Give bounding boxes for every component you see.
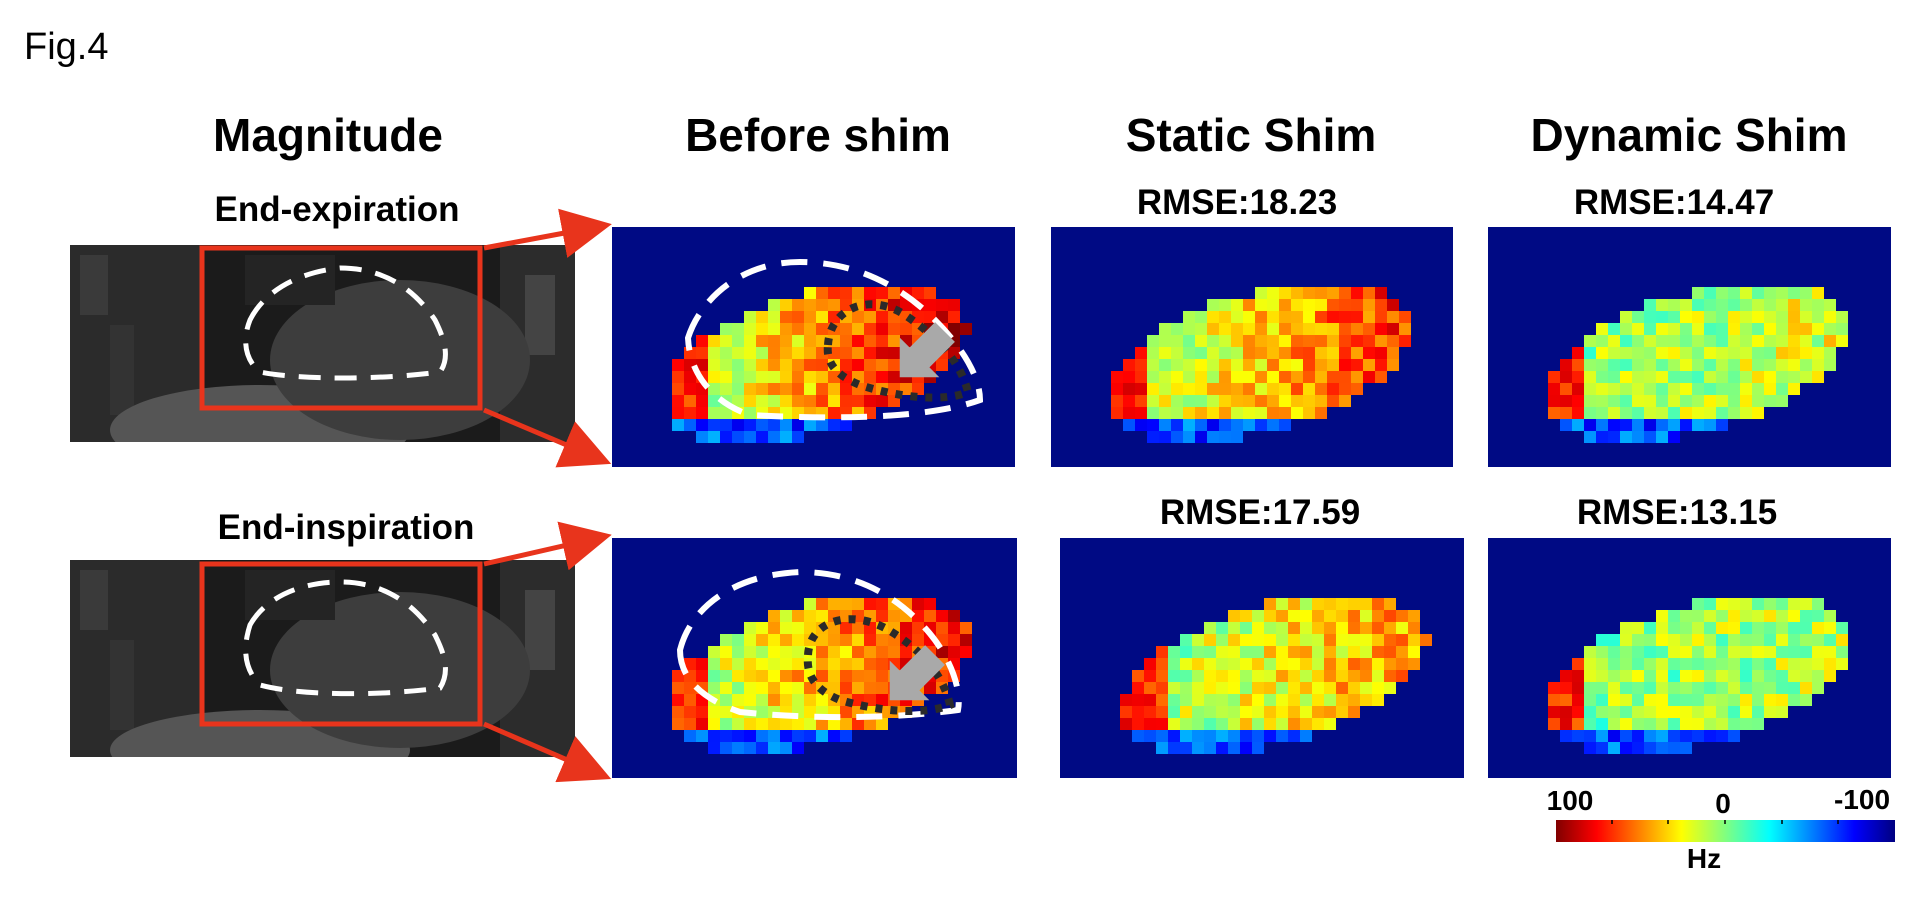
- colorbar-unit-label: Hz: [1686, 843, 1722, 874]
- fieldmap-dynamic-shim-inspiration: [1488, 538, 1891, 778]
- fieldmap-before-shim-inspiration: [612, 538, 1017, 778]
- fieldmap-pixels: [1111, 287, 1411, 443]
- magnitude-image-expiration: [70, 245, 575, 442]
- colorbar: [1556, 820, 1895, 842]
- colorbar-ticks: [1611, 820, 1839, 824]
- colorbar-mid-label: 0: [1715, 788, 1731, 819]
- fieldmap-static-shim-expiration: [1051, 227, 1453, 467]
- fieldmap-dynamic-shim-expiration: [1488, 227, 1891, 467]
- fieldmap-pixels: [1120, 598, 1432, 754]
- colorbar-max-label: 100: [1546, 785, 1594, 816]
- column-title-before-shim: Before shim: [685, 109, 951, 161]
- fieldmap-before-shim-expiration: [612, 227, 1015, 467]
- colorbar-min-label: -100: [1833, 784, 1891, 815]
- column-title-static-shim: Static Shim: [1125, 109, 1377, 161]
- row-label-end-expiration: End-expiration: [214, 190, 460, 229]
- rmse-dynamic-expiration: RMSE:14.47: [1573, 183, 1775, 222]
- column-title-magnitude: Magnitude: [213, 109, 443, 161]
- rmse-static-inspiration: RMSE:17.59: [1159, 493, 1361, 532]
- row-label-end-inspiration: End-inspiration: [217, 508, 475, 547]
- fieldmap-pixels: [1548, 287, 1848, 443]
- column-title-dynamic-shim: Dynamic Shim: [1530, 109, 1848, 161]
- fieldmap-pixels: [672, 287, 972, 443]
- fieldmap-static-shim-inspiration: [1060, 538, 1464, 778]
- magnitude-image-inspiration: [70, 560, 575, 757]
- rmse-static-expiration: RMSE:18.23: [1136, 183, 1338, 222]
- rmse-dynamic-inspiration: RMSE:13.15: [1576, 493, 1778, 532]
- fieldmap-pixels: [1548, 598, 1848, 754]
- figure-label: Fig.4: [24, 26, 109, 68]
- fieldmap-pixels: [672, 598, 972, 754]
